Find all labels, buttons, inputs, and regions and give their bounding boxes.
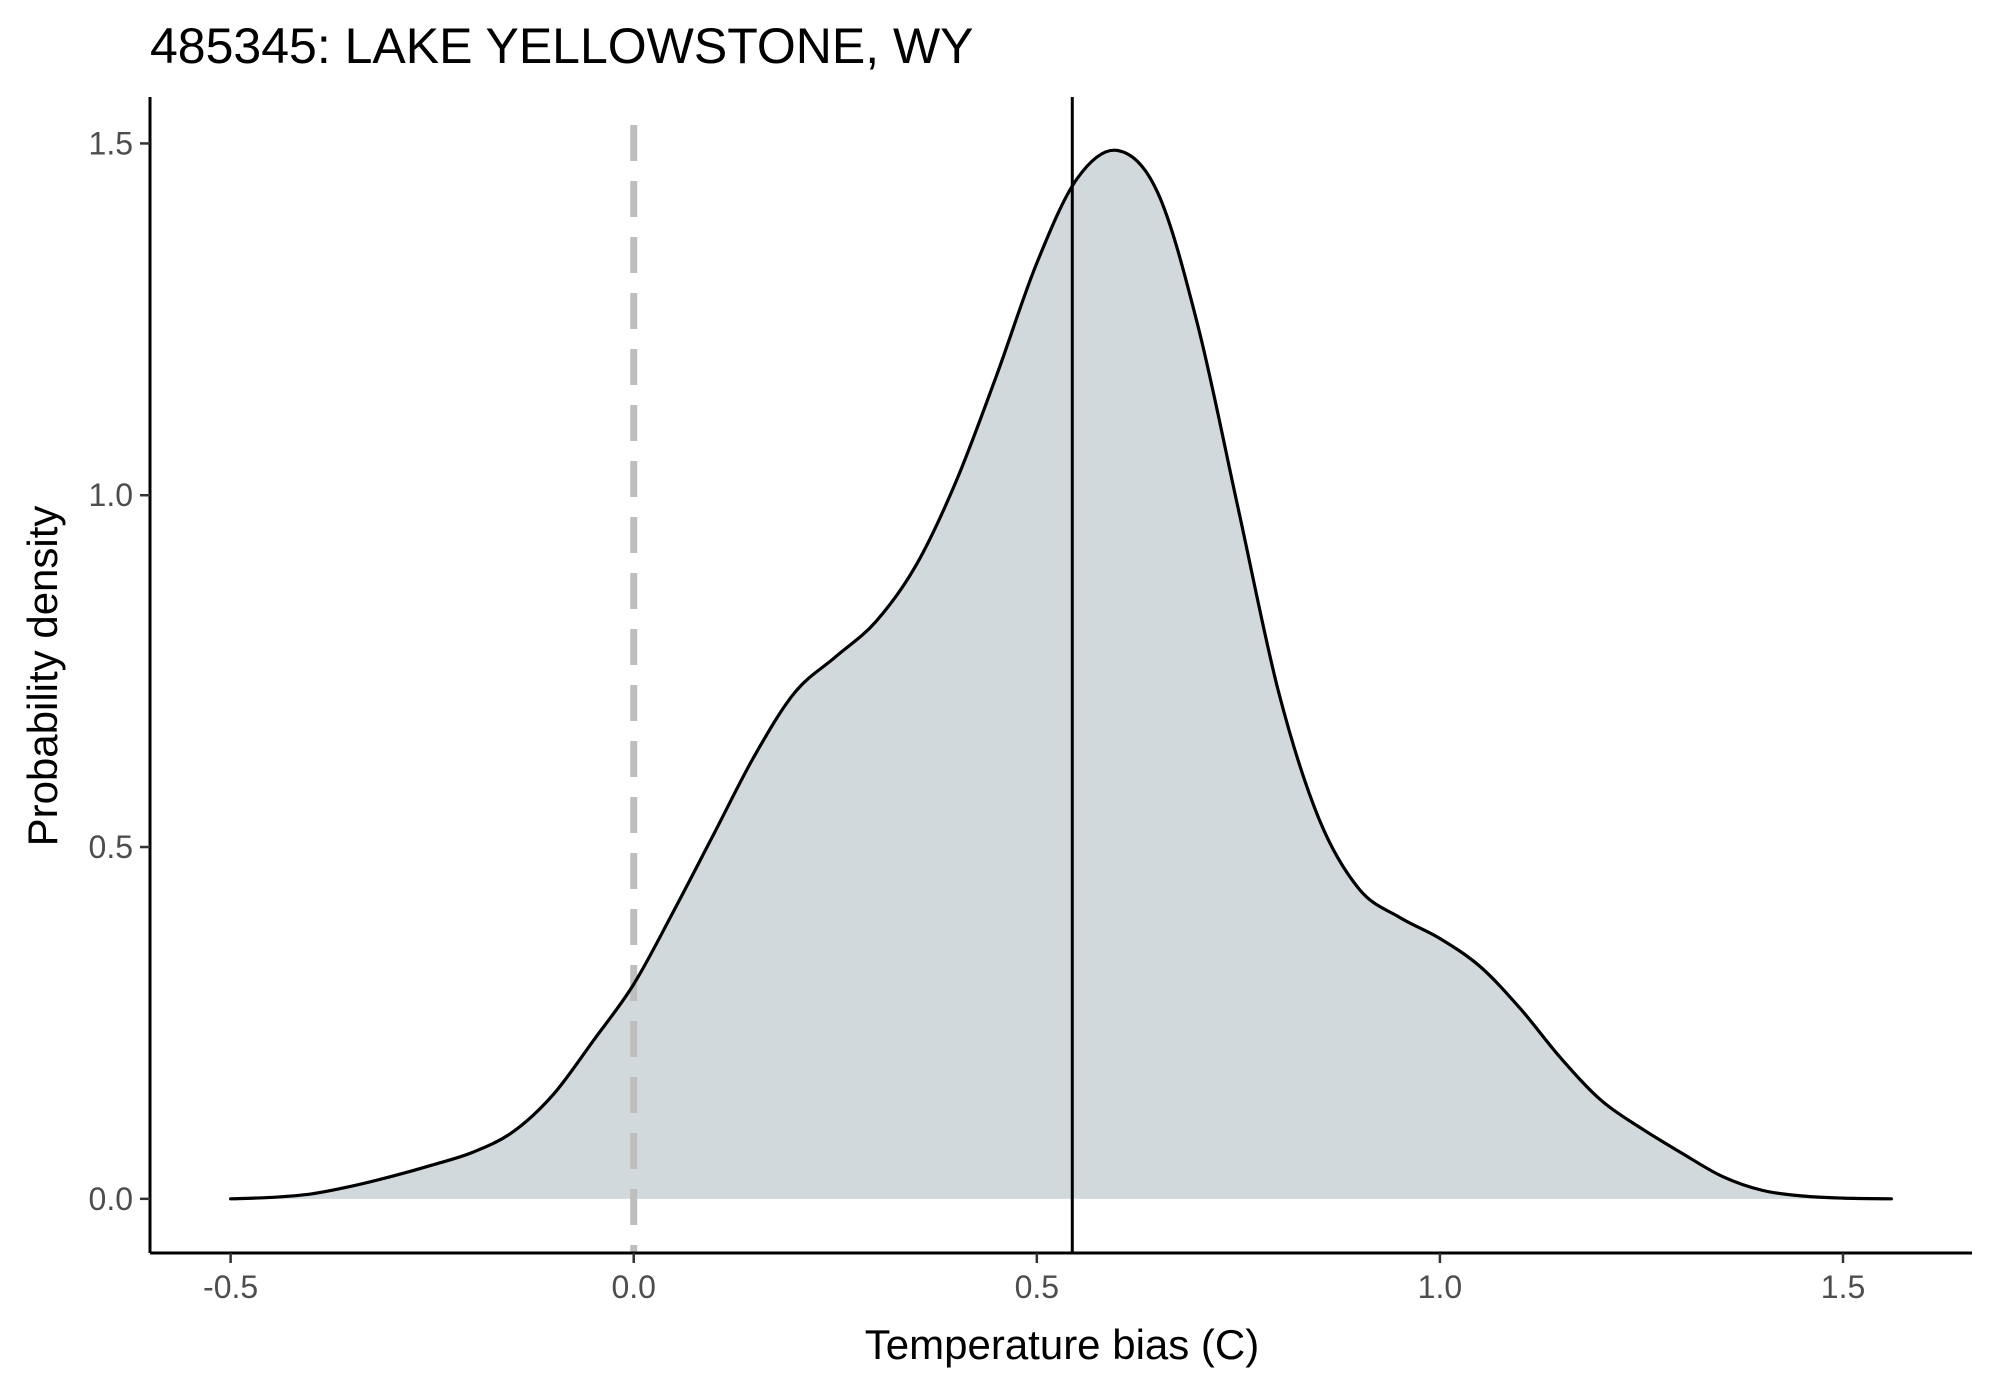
x-tick-label: 1.5 [1821,1269,1865,1305]
x-axis-title: Temperature bias (C) [865,1321,1259,1368]
density-curve [229,148,1893,1201]
y-tick-label: 1.0 [89,477,133,513]
x-tick-label: -0.5 [203,1269,258,1305]
y-tick-label: 1.5 [89,125,133,161]
x-tick-label: 0.0 [611,1269,655,1305]
axes-layer: -0.5 0.0 0.5 1.0 1.5 0.0 0.5 1.0 1.5 [89,97,1972,1305]
density-fill-layer [230,150,1892,1199]
density-curve-layer [229,97,1893,1253]
density-area [230,150,1892,1199]
y-tick-label: 0.5 [89,829,133,865]
y-axis-title: Probability density [19,506,66,847]
chart-title: 485345: LAKE YELLOWSTONE, WY [150,18,974,74]
x-tick-label: 1.0 [1418,1269,1462,1305]
y-tick-label: 0.0 [89,1181,133,1217]
x-tick-label: 0.5 [1015,1269,1059,1305]
